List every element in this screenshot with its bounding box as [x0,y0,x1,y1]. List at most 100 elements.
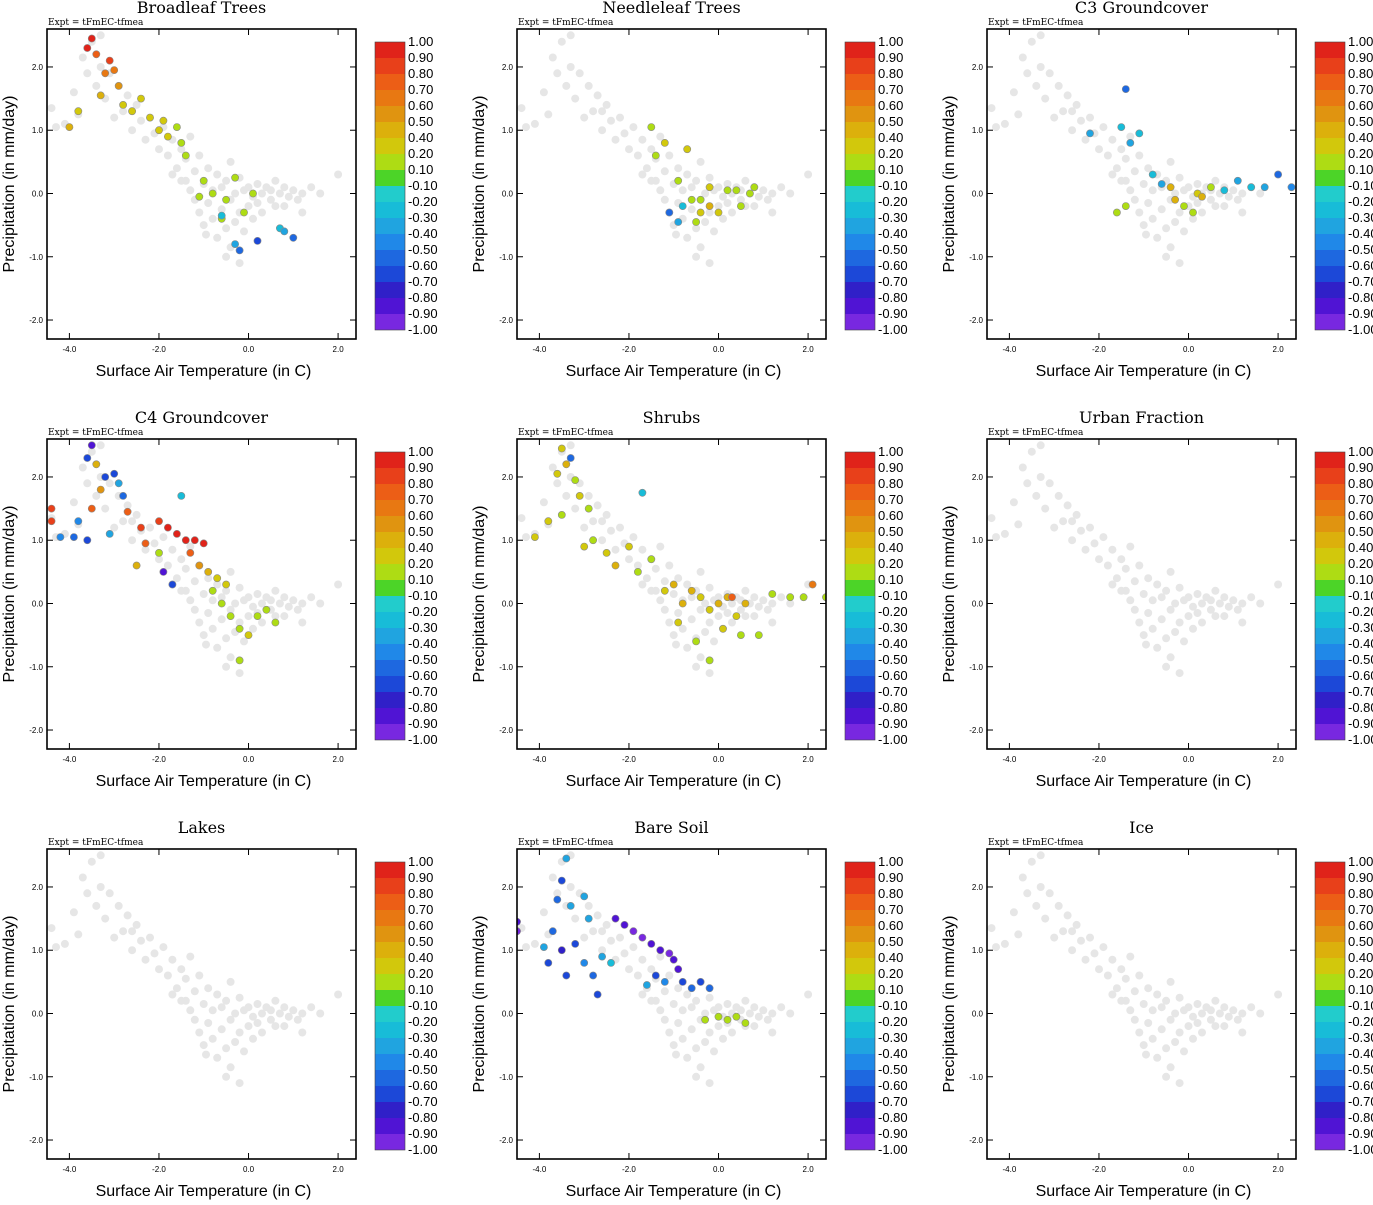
colorbar-box [1315,894,1345,910]
background-point [1193,180,1202,188]
data-point [822,593,826,602]
colorbar-label: 0.90 [408,460,433,475]
colorbar-label: 1.00 [408,444,433,459]
data-point [674,618,683,627]
data-point [678,599,687,608]
background-point [745,1009,754,1018]
data-point [656,946,665,955]
background-point [687,593,696,602]
background-point [307,593,316,602]
x-tick-label: -4.0 [62,755,76,764]
background-point [1233,195,1242,204]
background-point [226,567,235,576]
colorbar-label: -0.70 [408,1094,438,1109]
colorbar-box [375,186,405,202]
background-point [719,1034,727,1043]
data-point [589,536,597,545]
background-point [616,933,624,942]
colorbar-box [845,1118,875,1134]
background-point [714,612,723,621]
colorbar-box [1315,42,1345,58]
background-point [1189,214,1197,223]
background-point [714,202,723,211]
data-point [705,183,714,192]
background-point [177,176,186,185]
data-point [1121,85,1130,93]
colorbar-box [845,910,875,926]
background-point [611,135,620,144]
data-point [195,561,204,570]
background-point [678,186,687,195]
y-tick-label: 2.0 [32,473,44,482]
data-point [253,236,262,245]
y-tick-label: 0.0 [502,189,514,198]
background-point [1059,107,1068,116]
colorbar-box [375,1038,405,1054]
background-point [705,259,714,268]
background-point [1189,624,1197,633]
colorbar-box [845,548,875,564]
background-point [1059,927,1068,936]
background-point [1000,939,1009,948]
data-point [105,530,114,538]
data-point [562,854,571,863]
background-point [669,1041,678,1050]
background-point [625,965,633,974]
data-point [110,66,119,74]
background-point [1206,1006,1215,1015]
background-point [1238,1028,1247,1037]
background-point [1247,1003,1256,1012]
colorbar-box [1315,138,1345,154]
background-point [602,100,611,109]
background-point [580,523,589,532]
background-point [674,984,683,993]
colorbar-box [1315,676,1345,692]
background-point [642,164,651,173]
colorbar-box [845,138,875,154]
background-point [705,208,714,217]
colorbar-label: -0.80 [1348,290,1373,305]
x-tick-label: 2.0 [1273,755,1285,764]
colorbar-label: 0.50 [408,524,433,539]
background-point [768,208,777,217]
colorbar-label: -0.60 [1348,668,1373,683]
background-point [548,873,557,882]
background-point [1144,574,1153,583]
colorbar-box [845,628,875,644]
background-point [1215,599,1224,608]
colorbar-label: -0.40 [1348,226,1373,241]
colorbar-label: -0.70 [408,684,438,699]
background-point [656,542,665,551]
colorbar-label: -0.50 [1348,1062,1373,1077]
background-point [150,539,159,548]
colorbar-label: 0.40 [878,950,903,965]
background-point [280,593,289,602]
background-point [60,939,69,948]
colorbar-label: 1.00 [878,444,903,459]
background-point [1193,199,1202,207]
y-tick-label: 1.0 [32,126,44,135]
colorbar-label: -0.90 [878,306,908,321]
data-point [87,504,96,513]
y-tick-label: 2.0 [502,63,514,72]
x-tick-label: 2.0 [333,1165,345,1174]
background-point [87,447,96,456]
background-point [1139,221,1148,230]
colorbar-frame [374,451,406,741]
colorbar-label: 0.50 [1348,934,1373,949]
background-point [1175,208,1184,217]
background-point [611,545,620,554]
background-point [741,612,750,621]
background-point [987,104,996,113]
background-point [1184,1003,1193,1012]
background-point [1032,901,1041,910]
data-point [105,56,114,65]
background-point [1086,933,1094,942]
points-layer [517,851,813,1088]
background-point [763,1015,772,1024]
background-point [249,602,257,611]
colorbar-box [1315,1054,1345,1070]
colorbar-box [845,468,875,484]
background-point [1135,971,1144,980]
data-point [168,580,177,589]
